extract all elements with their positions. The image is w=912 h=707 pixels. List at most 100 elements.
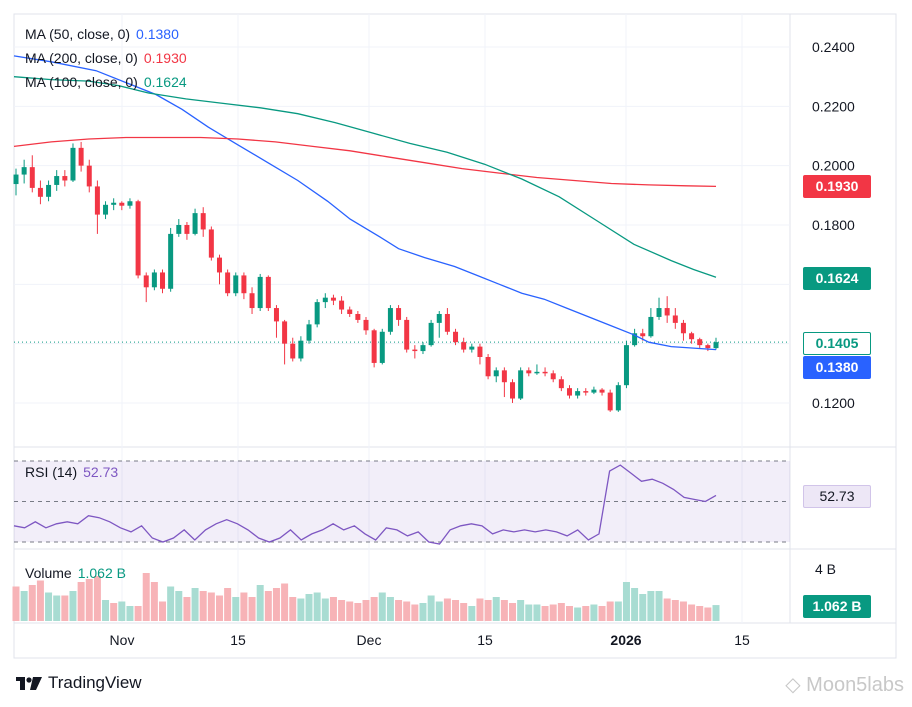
legend-rsi-name: RSI (14) <box>25 464 78 480</box>
candle-body <box>37 187 43 197</box>
volume-bar <box>134 606 142 621</box>
candle-body <box>387 308 393 332</box>
volume-bar <box>159 601 167 621</box>
candle-body <box>208 229 214 258</box>
candle-body <box>314 302 320 325</box>
legend-ma200-value: 0.1930 <box>143 50 187 66</box>
candle-body <box>119 202 125 206</box>
volume-bar <box>313 592 321 621</box>
tradingview-brand-text: TradingView <box>48 673 142 692</box>
tradingview-logo[interactable]: TradingView <box>16 673 142 693</box>
candle-body <box>672 315 678 323</box>
volume-bar <box>484 600 492 621</box>
volume-bar <box>541 606 549 621</box>
legend-ma50[interactable]: MA (50, close, 0) 0.1380 <box>25 26 179 42</box>
candle-body <box>453 331 459 343</box>
volume-bar <box>509 603 517 621</box>
candle-body <box>664 308 670 316</box>
volume-bar <box>199 591 207 621</box>
candle-body <box>379 331 385 363</box>
candle-body <box>689 333 695 340</box>
candle-body <box>86 165 92 187</box>
volume-bar <box>346 601 354 621</box>
candle-body <box>615 385 621 411</box>
tradingview-logo-icon <box>16 677 42 690</box>
volume-bar <box>85 579 93 621</box>
volume-bar <box>256 585 264 621</box>
legend-ma50-value: 0.1380 <box>136 26 179 42</box>
volume-bar <box>281 583 289 621</box>
ma200-price-tag: 0.1930 <box>803 175 871 198</box>
candle-body <box>21 167 27 175</box>
candle-body <box>697 339 703 346</box>
candle-body <box>591 389 597 393</box>
candle-body <box>306 324 312 341</box>
candle-body <box>640 333 646 337</box>
volume-bar <box>468 606 476 621</box>
volume-bar <box>297 598 305 621</box>
legend-ma100[interactable]: MA (100, close, 0) 0.1624 <box>25 74 187 90</box>
legend-volume-value: 1.062 B <box>77 565 126 581</box>
volume-bar <box>240 592 248 621</box>
volume-bar <box>395 600 403 621</box>
candle-body <box>477 346 483 357</box>
candle-body <box>233 275 239 294</box>
candle-body <box>216 257 222 273</box>
candle-body <box>176 224 182 234</box>
volume-bar <box>264 591 272 621</box>
candle-body <box>713 342 719 349</box>
volume-bar <box>20 591 28 621</box>
candle-body <box>607 392 613 411</box>
volume-bar <box>232 597 240 621</box>
candle-body <box>339 300 345 310</box>
legend-rsi[interactable]: RSI (14) 52.73 <box>25 464 118 480</box>
volume-bar <box>53 595 61 621</box>
candle-body <box>78 147 84 166</box>
candle-body <box>94 186 100 215</box>
candle-body <box>363 319 369 331</box>
volume-bar <box>191 588 199 621</box>
volume-bar <box>338 600 346 621</box>
volume-bar <box>435 601 443 621</box>
volume-bar <box>289 597 297 621</box>
candle-body <box>160 272 166 289</box>
price-axis-label: 0.1200 <box>812 395 855 411</box>
candle-body <box>184 224 190 234</box>
volume-bar <box>362 600 370 621</box>
volume-bar <box>126 606 134 621</box>
candle-body <box>526 370 532 374</box>
legend-ma200[interactable]: MA (200, close, 0) 0.1930 <box>25 50 187 66</box>
volume-bar <box>224 588 232 621</box>
volume-bar <box>712 605 720 621</box>
candle-body <box>265 276 271 309</box>
legend-rsi-value: 52.73 <box>83 464 119 480</box>
candle-body <box>485 356 491 377</box>
legend-volume[interactable]: Volume 1.062 B <box>25 565 126 581</box>
volume-bar <box>614 601 622 621</box>
candle-body <box>355 313 361 320</box>
candle-body <box>469 346 475 350</box>
candle-body <box>168 233 174 289</box>
volume-bar <box>272 588 280 621</box>
volume-bar <box>696 606 704 621</box>
ma-line-1 <box>13 136 717 188</box>
volume-bar <box>688 604 696 621</box>
volume-bar <box>557 603 565 621</box>
candle-body <box>412 349 418 352</box>
volume-bar <box>370 597 378 621</box>
volume-bar <box>419 603 427 621</box>
volume-bar <box>671 600 679 621</box>
candle-body <box>103 204 109 215</box>
volume-bar <box>248 597 256 621</box>
ma-line-0 <box>13 55 717 351</box>
volume-bar <box>102 600 110 621</box>
volume-bar <box>574 607 582 621</box>
legend-ma50-name: MA (50, close, 0) <box>25 26 131 42</box>
volume-bar <box>427 595 435 621</box>
time-axis-label: 15 <box>477 632 493 648</box>
volume-bar <box>598 606 606 621</box>
candle-body <box>200 213 206 230</box>
candle-body <box>632 333 638 346</box>
volume-bar <box>183 597 191 621</box>
